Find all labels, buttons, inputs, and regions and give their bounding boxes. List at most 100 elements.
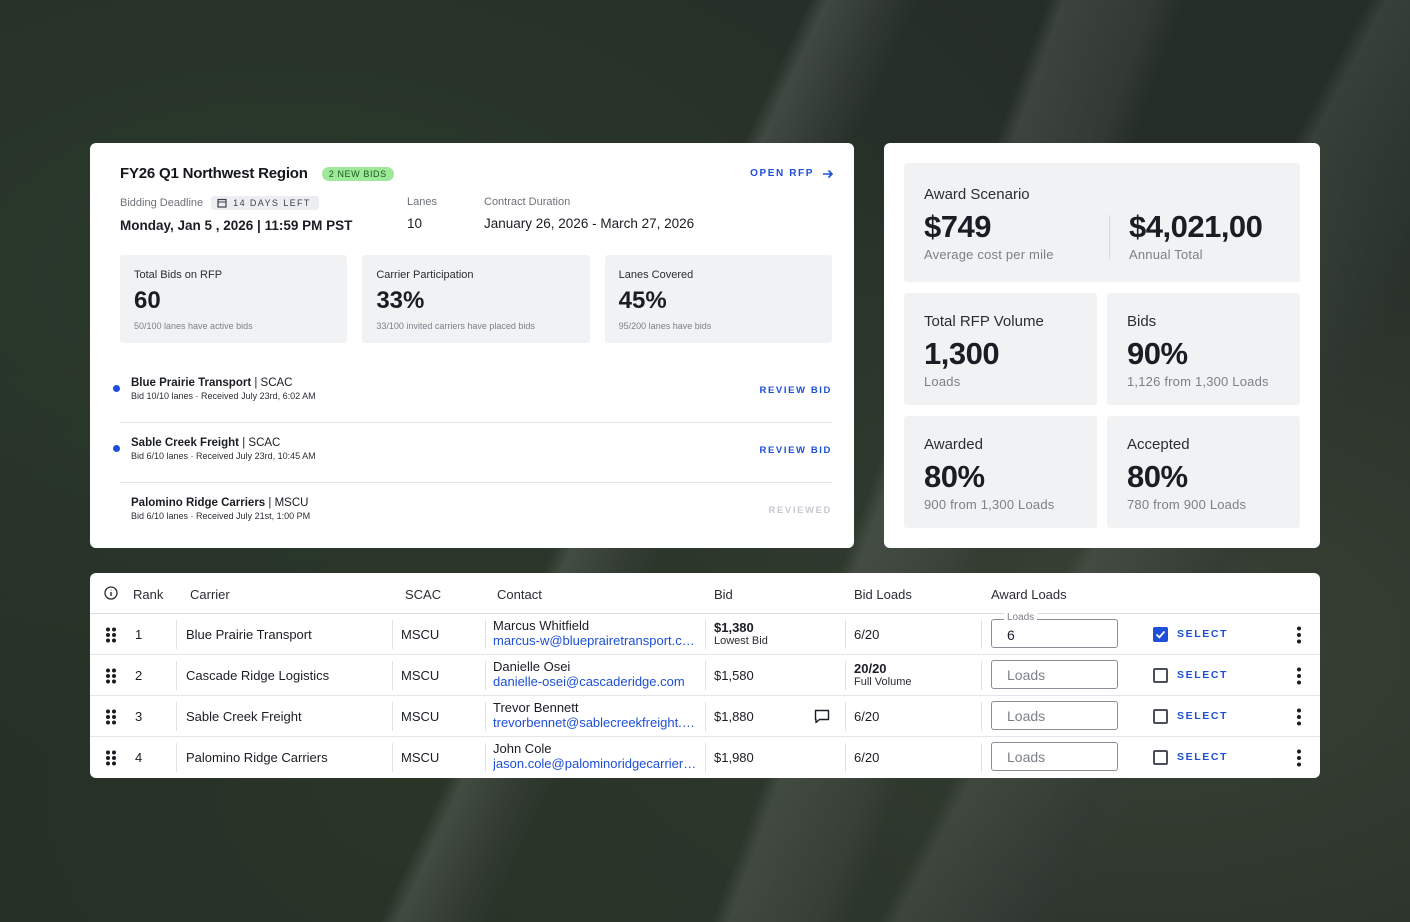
cell-divider [485,661,486,690]
stat-value: 33% [376,287,425,314]
bid-value: $1,580 [714,668,754,683]
cell-divider [176,702,177,731]
award-loads-input[interactable]: Loads [991,742,1118,771]
contact-email-link[interactable]: danielle-osei@cascaderidge.com [493,674,685,689]
bid-carrier-code: | MSCU [265,497,309,509]
bid-loads-value: 20/20 [854,661,887,676]
drag-handle-icon[interactable] [105,668,117,684]
table-row: 2 Cascade Ridge Logistics MSCU Danielle Ose… [90,655,1320,696]
avg-cost-value: $749 [924,209,991,244]
deadline-value: Monday, Jan 5 , 2026 | 11:59 PM PST [120,218,353,233]
bids-box: Bids 90% 1,126 from 1,300 Loads [1107,293,1300,405]
duration-value: January 26, 2026 - March 27, 2026 [484,216,695,231]
carrier-cell: Sable Creek Freight [186,709,302,724]
accepted-sub: 780 from 900 Loads [1127,497,1247,512]
cell-divider [981,702,982,731]
days-left-text: 14 DAYS LEFT [233,198,311,208]
cell-divider [392,702,393,731]
select-checkbox[interactable] [1153,668,1168,683]
cell-divider [485,620,486,649]
volume-label: Total RFP Volume [924,313,1044,330]
more-options-icon[interactable] [1295,749,1303,767]
select-button[interactable]: SELECT [1177,710,1229,722]
bid-carrier: Sable Creek Freight | SCAC [131,423,832,449]
header-award-loads[interactable]: Award Loads [991,587,1067,602]
review-bid-button[interactable]: REVIEW BID [759,445,832,456]
drag-handle-icon[interactable] [105,750,117,766]
contact-name: Trevor Bennett [493,700,579,715]
bid-loads-value: 6/20 [854,627,880,642]
cell-divider [981,661,982,690]
volume-sub: Loads [924,374,961,389]
cell-divider [845,743,846,772]
reviewed-status: REVIEWED [768,505,832,516]
annual-total-value: $4,021,00 [1129,209,1263,244]
header-carrier[interactable]: Carrier [190,587,230,602]
awarded-value: 80% [924,459,985,494]
contact-email-link[interactable]: jason.cole@palominoridgecarriers.com [493,756,698,771]
bid-info: Bid 10/10 lanes · Received July 23rd, 6:… [131,391,316,401]
bid-carrier: Palomino Ridge Carriers | MSCU [131,483,832,509]
cell-divider [981,620,982,649]
rank-cell: 4 [135,750,143,765]
cell-divider [705,661,706,690]
awarded-sub: 900 from 1,300 Loads [924,497,1055,512]
accepted-box: Accepted 80% 780 from 900 Loads [1107,416,1300,528]
drag-handle-icon[interactable] [105,627,117,643]
bid-value: $1,380 [714,620,754,635]
header-contact[interactable]: Contact [497,587,542,602]
bid-value: $1,980 [714,750,754,765]
bids-sub: 1,126 from 1,300 Loads [1127,374,1269,389]
cell-divider [845,702,846,731]
more-options-icon[interactable] [1295,667,1303,685]
contact-email-link[interactable]: marcus-w@blueprairetransport.com [493,633,698,648]
scac-cell: MSCU [401,750,440,765]
award-summary-card: Award Scenario $749 Average cost per mil… [884,143,1320,548]
bid-carrier-code: | SCAC [251,377,293,389]
select-checkbox[interactable] [1153,750,1168,765]
award-loads-value: 6 [1007,627,1015,643]
comment-icon[interactable] [814,709,830,724]
calendar-icon [217,198,227,208]
header-bid[interactable]: Bid [714,587,733,602]
header-scac[interactable]: SCAC [405,587,442,602]
contact-email-link[interactable]: trevorbennet@sablecreekfreight.com [493,715,698,730]
stat-lanes-covered: Lanes Covered 45% 95/200 lanes have bids [604,255,832,343]
review-bid-button[interactable]: REVIEW BID [759,385,832,396]
bid-item: Sable Creek Freight | SCAC Bid 6/10 lane… [113,423,832,483]
contact-name: Marcus Whitfield [493,618,590,633]
more-options-icon[interactable] [1295,626,1303,644]
cell-divider [981,743,982,772]
volume-value: 1,300 [924,336,1000,371]
select-checkbox[interactable] [1153,627,1168,642]
award-scenario-box: Award Scenario $749 Average cost per mil… [904,163,1300,282]
days-left-badge: 14 DAYS LEFT [211,196,319,210]
open-rfp-button[interactable]: OPEN RFP [750,168,834,179]
header-divider [90,613,1320,614]
cell-divider [705,620,706,649]
bid-carrier-code: | SCAC [239,437,281,449]
cell-divider [392,743,393,772]
award-loads-input[interactable]: Loads [991,660,1118,689]
open-rfp-label: OPEN RFP [750,168,814,179]
select-button[interactable]: SELECT [1177,669,1229,681]
contact-cell: John Cole jason.cole@palominoridgecarrier… [493,741,698,771]
award-loads-input[interactable]: Loads 6 [991,612,1118,648]
table-row: 1 Blue Prairie Transport MSCU Marcus Whitfi… [90,612,1320,655]
accepted-label: Accepted [1127,436,1190,453]
carrier-cell: Palomino Ridge Carriers [186,750,328,765]
bid-item: Palomino Ridge Carriers | MSCU Bid 6/10 … [120,483,832,543]
select-button[interactable]: SELECT [1177,751,1229,763]
more-options-icon[interactable] [1295,708,1303,726]
award-loads-input[interactable]: Loads [991,701,1118,730]
table-row: 3 Sable Creek Freight MSCU Trevor Bennett tr… [90,696,1320,737]
select-button[interactable]: SELECT [1177,628,1229,640]
select-checkbox[interactable] [1153,709,1168,724]
header-bid-loads[interactable]: Bid Loads [854,587,912,602]
rank-cell: 2 [135,668,143,683]
info-icon[interactable] [104,586,118,600]
drag-handle-icon[interactable] [105,709,117,725]
header-rank[interactable]: Rank [133,587,164,602]
lanes-value: 10 [407,216,423,231]
stat-sub: 50/100 lanes have active bids [134,321,253,331]
